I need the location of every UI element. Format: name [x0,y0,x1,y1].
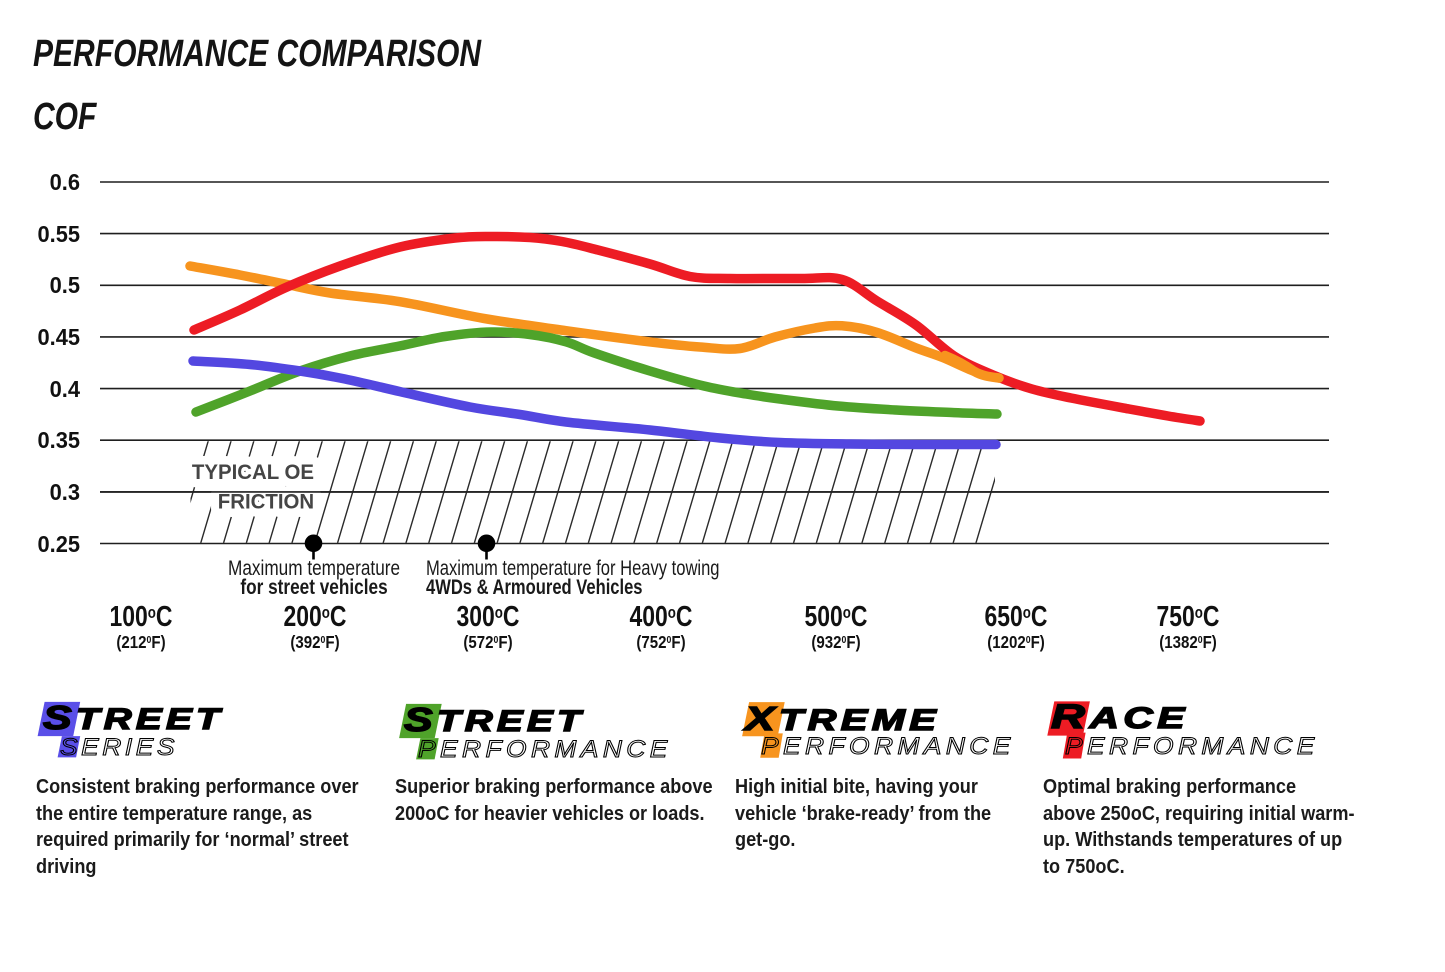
svg-text:FRICTION: FRICTION [218,490,314,514]
svg-text:TYPICAL OE: TYPICAL OE [192,461,314,485]
